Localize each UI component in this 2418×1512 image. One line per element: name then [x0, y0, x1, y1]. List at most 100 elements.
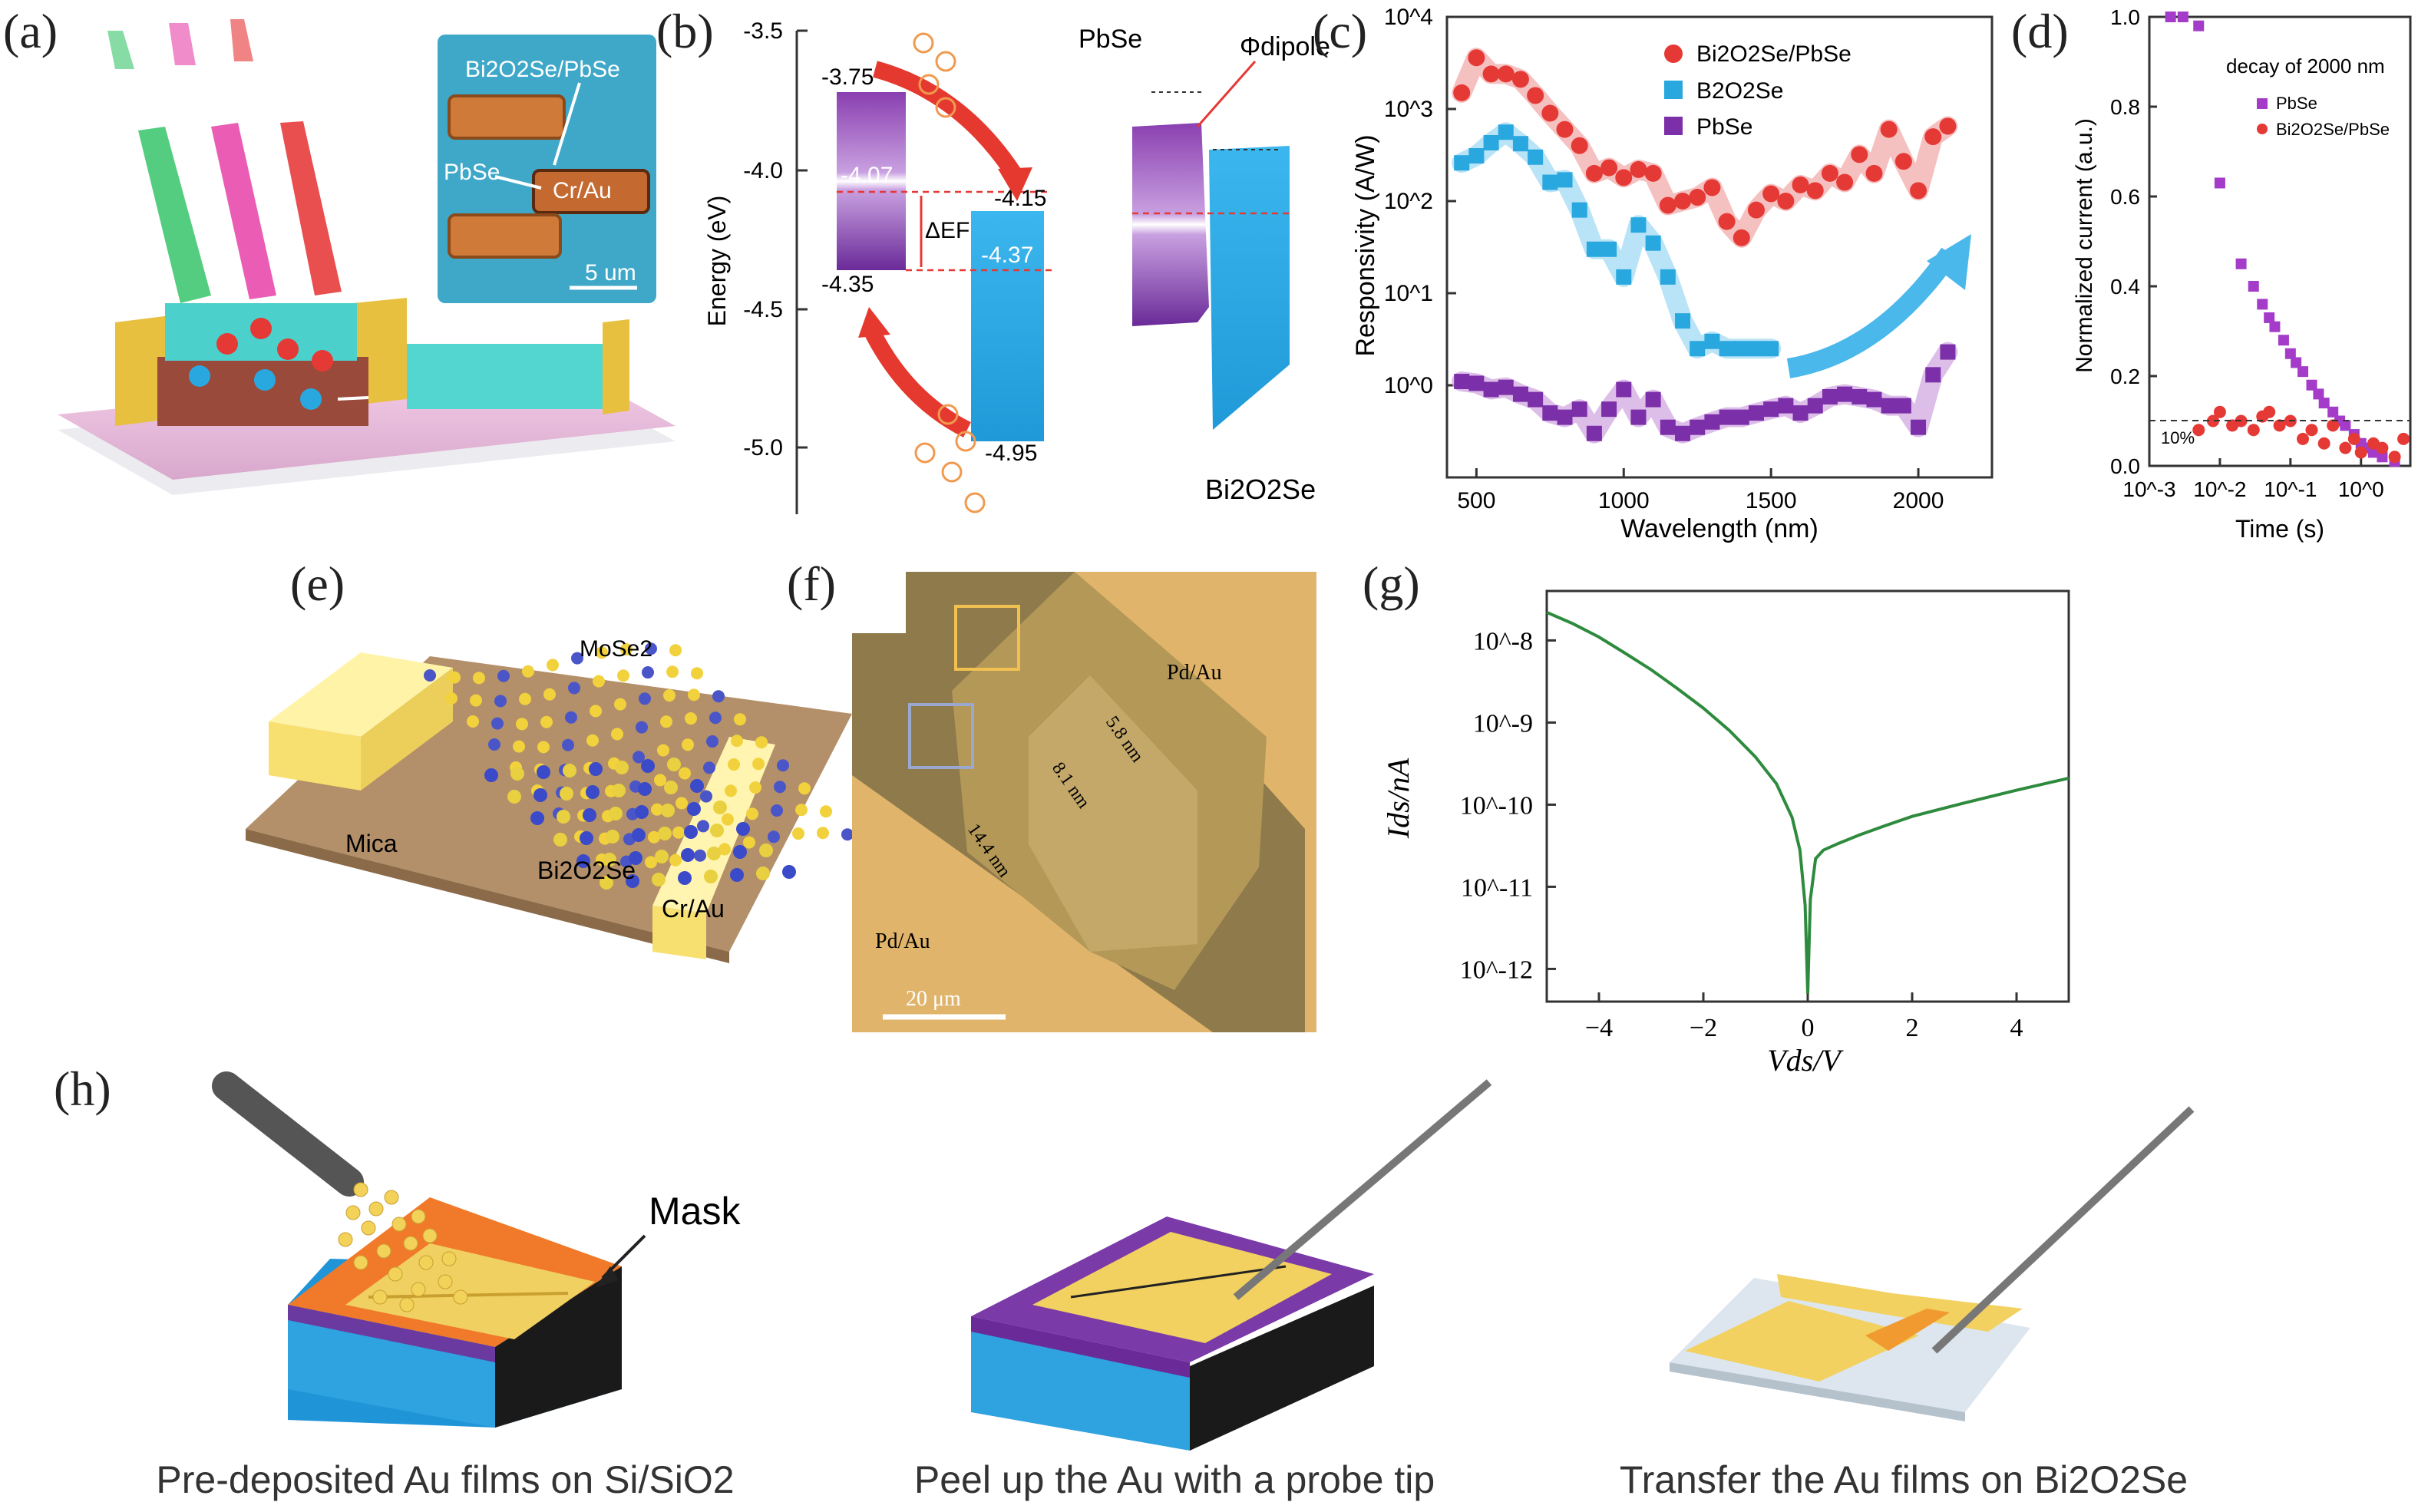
- data-point: [1939, 117, 1957, 135]
- panel-label-h: (h): [54, 1061, 111, 1116]
- y-tick-label-g: 10^-10: [1460, 791, 1533, 820]
- plot-frame-c: [1445, 15, 1994, 479]
- lattice-atom: [664, 781, 678, 794]
- data-point: [2305, 424, 2318, 437]
- energy-tick: -4.5: [743, 297, 783, 322]
- lattice-atom: [703, 761, 715, 774]
- lattice-atom: [522, 665, 534, 678]
- panel-h: (h) Mask: [54, 1061, 2195, 1501]
- lattice-atom: [681, 848, 695, 862]
- lattice-atom: [530, 811, 544, 825]
- lattice-atom: [596, 646, 608, 659]
- data-point: [1807, 398, 1823, 414]
- hole-carrier: [277, 338, 299, 360]
- bi2o2se-band: [971, 211, 1044, 441]
- panel-label-e: (e): [290, 556, 345, 611]
- step2-block: [971, 1079, 1492, 1451]
- data-point: [2214, 177, 2225, 189]
- lattice-atom: [543, 688, 556, 701]
- data-point: [1911, 419, 1927, 435]
- data-point: [1778, 398, 1794, 414]
- lattice-atom: [615, 761, 629, 774]
- y-axis-label-d: Normalized current (a.u.): [2072, 118, 2097, 373]
- data-point: [1940, 344, 1956, 360]
- lattice-atom: [669, 644, 682, 657]
- data-point: [1747, 201, 1765, 219]
- data-point: [1454, 155, 1470, 171]
- lattice-atom: [568, 682, 580, 695]
- lattice-atom: [583, 808, 596, 822]
- y-axis-label-c: Responsivity (A/W): [1351, 134, 1380, 356]
- bi2o2se-label: Bi2O2Se: [1205, 474, 1316, 505]
- data-point: [1542, 405, 1558, 421]
- y-tick-label-g: 10^-9: [1473, 709, 1533, 738]
- y-tick-label-d: 0.8: [2110, 95, 2140, 119]
- lattice-atom: [651, 803, 663, 816]
- lattice-atom: [731, 735, 743, 748]
- x-tick-label-d: 10^-2: [2193, 477, 2246, 501]
- plot-frame-d: [2148, 15, 2412, 467]
- electron-transfer-arrow: [873, 61, 1021, 178]
- legend-marker: [1664, 45, 1683, 63]
- data-point: [2263, 405, 2276, 418]
- y-tick-label-c: 10^0: [1384, 373, 1433, 398]
- roi-box-yellow: [954, 605, 1020, 671]
- data-point: [1704, 414, 1720, 430]
- data-point: [1690, 419, 1706, 435]
- pbse-vb-value: -4.35: [821, 272, 874, 297]
- y-tick-label-c: 10^2: [1384, 189, 1433, 214]
- data-point: [1571, 401, 1587, 418]
- hole-carrier: [250, 318, 272, 339]
- lattice-atom: [782, 865, 796, 879]
- data-point: [2165, 12, 2176, 22]
- delta-ef-label: ΔEF: [925, 218, 970, 243]
- legend-marker: [1664, 117, 1683, 135]
- green-beam: [138, 127, 211, 303]
- lattice-atom: [713, 801, 727, 814]
- lattice-atom: [593, 675, 605, 688]
- y-tick-label-d: 0.6: [2110, 185, 2140, 209]
- inset-scale-label: 5 um: [585, 260, 636, 286]
- data-point: [1497, 65, 1515, 83]
- trend-arrow: [1786, 247, 1958, 378]
- data-point: [1836, 173, 1854, 191]
- x-tick-label-c: 1500: [1746, 488, 1797, 513]
- panel-b: (b) -3.5 -4.0 -4.5 -5.0 Energy (eV) -3.7…: [656, 4, 1330, 514]
- lattice-atom: [424, 669, 436, 682]
- lattice-atom: [639, 692, 651, 705]
- data-point: [1881, 398, 1897, 414]
- evaporated-particle: [411, 1282, 426, 1297]
- lattice-atom: [626, 874, 639, 888]
- lattice-atom: [645, 642, 657, 655]
- data-point: [1792, 176, 1809, 193]
- legend-d: PbSe Bi2O2Se/PbSe: [2257, 94, 2390, 139]
- x-tick-label-g: 2: [1906, 1014, 1919, 1042]
- lattice-atom: [553, 833, 567, 847]
- data-point: [1660, 269, 1676, 285]
- data-point: [1616, 381, 1632, 398]
- data-point: [2264, 312, 2275, 323]
- legend-label: Bi2O2Se/PbSe: [1696, 41, 1851, 67]
- lattice-atom: [470, 694, 482, 707]
- hole-carrier: [216, 333, 238, 355]
- data-point: [1675, 313, 1691, 329]
- data-point: [1585, 164, 1603, 182]
- pbse-cb-value: -3.75: [821, 64, 874, 90]
- lattice-atom: [589, 762, 603, 776]
- lattice-atom: [562, 738, 574, 751]
- lattice-atom: [694, 849, 706, 862]
- lattice-atom: [648, 830, 660, 843]
- y-tick-label-d: 0.4: [2110, 275, 2140, 299]
- data-point: [2376, 441, 2389, 454]
- data-point: [1527, 87, 1544, 104]
- mose2-label: MoSe2: [580, 636, 652, 662]
- legend-marker: [2257, 98, 2268, 109]
- bi2o2se-label-e: Bi2O2Se: [537, 857, 636, 884]
- evaporated-particle: [361, 1220, 376, 1236]
- lattice-atom: [685, 712, 697, 725]
- pink-beam: [211, 123, 276, 299]
- lattice-atom: [710, 824, 724, 837]
- data-point: [1659, 196, 1676, 214]
- lattice-atom: [614, 698, 626, 711]
- lattice-atom: [798, 782, 811, 795]
